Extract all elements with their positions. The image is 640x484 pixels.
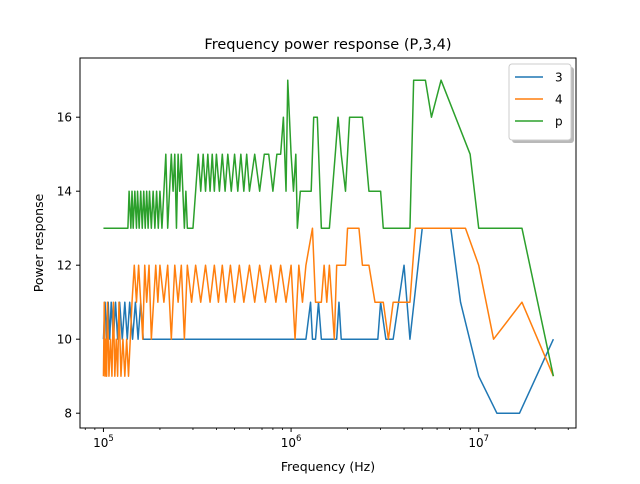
series-line-3 [102,227,555,414]
series-layer [102,79,555,414]
y-tick-label: 8 [64,407,72,421]
chart-title: Frequency power response (P,3,4) [204,37,451,53]
axes-layer: 105 106 107 8 10 12 14 16 [57,57,577,450]
series-line-p [103,79,555,377]
y-axis-label: Power response [31,193,46,292]
series-line-4 [102,227,555,377]
x-axis-label: Frequency (Hz) [281,459,375,474]
legend-label-4: 4 [555,93,563,107]
plot-frame [79,57,577,429]
y-tick-label: 10 [57,333,72,347]
x-tick-label: 105 [93,434,114,450]
y-tick-label: 14 [57,185,72,199]
legend: 3 4 p [508,63,574,143]
y-tick-label: 16 [57,111,72,125]
y-tick-label: 12 [57,259,72,273]
legend-label-p: p [555,115,563,129]
legend-label-3: 3 [555,71,563,85]
x-tick-label: 106 [281,434,302,450]
x-tick-label: 107 [468,434,489,450]
